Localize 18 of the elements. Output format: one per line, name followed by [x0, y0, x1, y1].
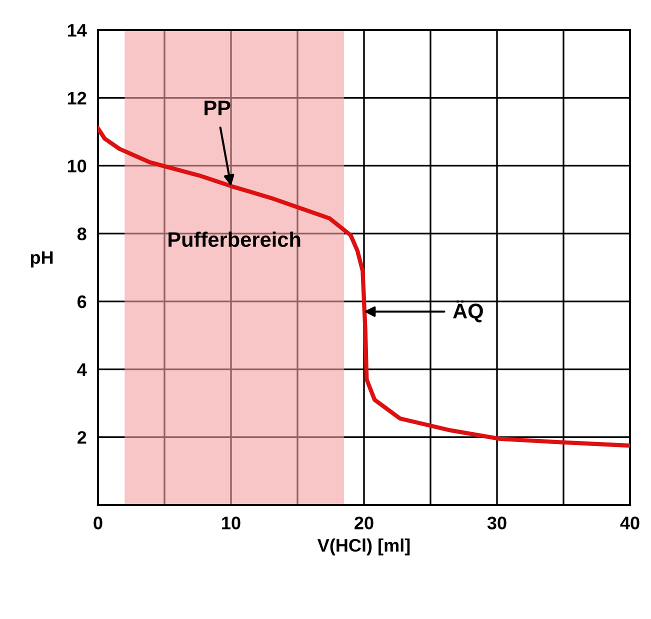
y-tick-label: 12 [68, 92, 86, 104]
line-series [98, 126, 630, 448]
x-tick-label: 40 [620, 516, 640, 530]
y-axis-title: pH [30, 251, 53, 268]
annotation: PP [204, 100, 230, 116]
annotation: ÄQ [453, 300, 483, 322]
x-tick-label: 30 [487, 516, 506, 530]
x-tick-label: 20 [354, 516, 374, 530]
x-tick-label: 0 [94, 516, 102, 530]
y-tick-label: 14 [68, 24, 87, 37]
x-axis-title: V(HCl) [ml] [317, 538, 410, 556]
y-tick-label: 4 [77, 363, 87, 376]
y-tick-label: 8 [77, 228, 86, 240]
band-label: Pufferbereich [168, 232, 300, 247]
x-tick-label: 10 [222, 516, 240, 530]
y-tick-label: 2 [77, 431, 86, 444]
y-tick-label: 10 [68, 160, 86, 172]
y-tick-label: 6 [78, 295, 86, 308]
